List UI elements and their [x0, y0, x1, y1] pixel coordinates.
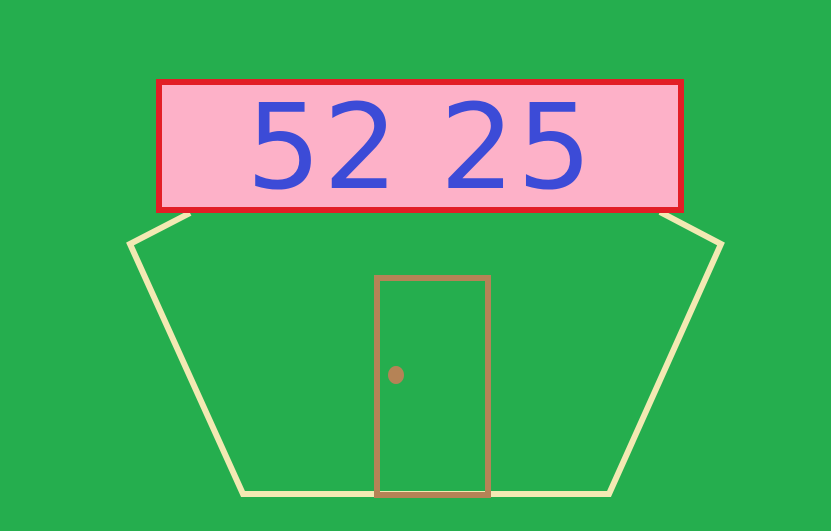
address-sign: 52 25 — [156, 78, 684, 216]
door-frame — [374, 275, 491, 498]
door[interactable] — [374, 275, 491, 498]
sign-board — [156, 79, 684, 213]
sign-number-text: 52 25 — [246, 78, 594, 216]
door-knob — [388, 366, 404, 384]
